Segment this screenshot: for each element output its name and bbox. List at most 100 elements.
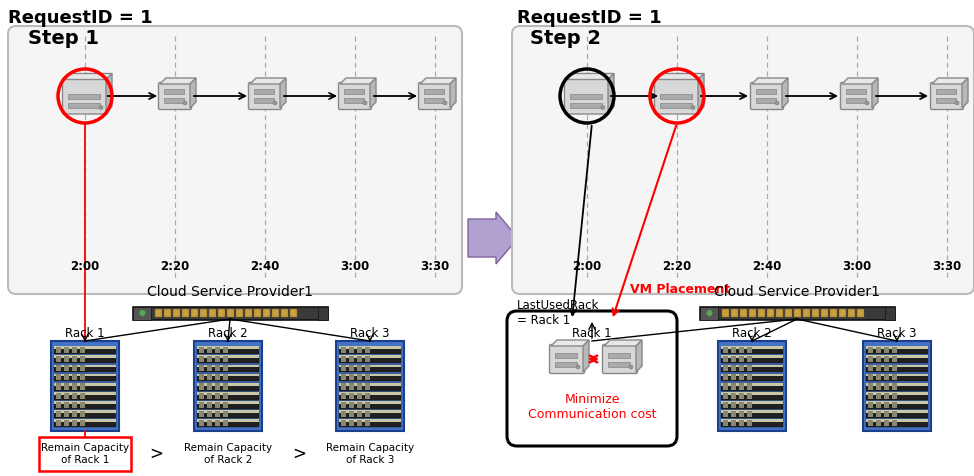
Bar [80, 393, 85, 399]
Bar [699, 307, 894, 320]
Bar [289, 309, 296, 317]
Bar [217, 309, 224, 317]
Text: 2:20: 2:20 [161, 259, 190, 272]
FancyBboxPatch shape [507, 311, 677, 446]
Bar [731, 420, 736, 426]
Bar [72, 411, 77, 417]
Bar [207, 366, 212, 372]
Bar [884, 307, 894, 320]
Bar [739, 393, 744, 399]
Bar [64, 420, 69, 426]
Bar [54, 383, 116, 386]
Bar [132, 307, 327, 320]
Text: 2:40: 2:40 [752, 259, 782, 272]
Polygon shape [450, 79, 456, 109]
Bar [868, 411, 873, 417]
Bar [884, 366, 889, 372]
Bar [72, 375, 77, 381]
Bar [608, 362, 630, 367]
Bar [223, 366, 228, 372]
Bar [207, 347, 212, 353]
Bar [721, 401, 783, 409]
FancyBboxPatch shape [841, 83, 874, 110]
Bar [197, 419, 259, 422]
Text: Rack 2: Rack 2 [208, 327, 247, 339]
Bar [866, 347, 928, 354]
Bar [72, 366, 77, 372]
Bar [54, 347, 116, 349]
Text: Step 1: Step 1 [28, 29, 99, 48]
Text: >: > [292, 444, 306, 462]
Bar [365, 384, 370, 390]
Bar [197, 392, 259, 395]
Bar [56, 402, 61, 408]
Bar [721, 374, 783, 377]
Bar [747, 366, 752, 372]
Bar [197, 347, 259, 349]
FancyBboxPatch shape [62, 79, 107, 115]
Bar [721, 392, 783, 400]
Bar [936, 99, 956, 104]
Text: Rack 3: Rack 3 [351, 327, 390, 339]
Bar [199, 366, 204, 372]
Bar [227, 309, 234, 317]
Bar [868, 347, 873, 353]
Bar [64, 411, 69, 417]
Bar [936, 90, 956, 95]
Bar [80, 402, 85, 408]
Bar [357, 384, 362, 390]
Bar [197, 374, 259, 382]
Polygon shape [420, 79, 456, 85]
Text: 2:40: 2:40 [250, 259, 280, 272]
Bar [341, 384, 346, 390]
Bar [215, 393, 220, 399]
Polygon shape [106, 74, 112, 113]
Text: Minimize
Communication cost: Minimize Communication cost [528, 392, 656, 420]
Bar [215, 366, 220, 372]
Bar [876, 393, 881, 399]
Polygon shape [583, 340, 589, 372]
Bar [876, 420, 881, 426]
Bar [699, 307, 718, 320]
Bar [64, 384, 69, 390]
Bar [718, 341, 786, 431]
FancyBboxPatch shape [512, 27, 974, 294]
Bar [215, 402, 220, 408]
Bar [223, 357, 228, 362]
Bar [847, 309, 854, 317]
Bar [339, 419, 401, 422]
Polygon shape [340, 79, 376, 85]
Bar [339, 365, 401, 373]
Bar [357, 393, 362, 399]
Bar [72, 402, 77, 408]
Bar [254, 99, 274, 104]
Bar [739, 384, 744, 390]
Bar [775, 309, 782, 317]
Text: Remain Capacity
of Rack 1: Remain Capacity of Rack 1 [41, 442, 130, 464]
Bar [207, 411, 212, 417]
Bar [756, 90, 776, 95]
Bar [721, 401, 783, 404]
Bar [56, 384, 61, 390]
Text: Cloud Service Provider1: Cloud Service Provider1 [147, 284, 313, 298]
Bar [199, 420, 204, 426]
Bar [339, 356, 401, 364]
Bar [64, 375, 69, 381]
Bar [892, 420, 897, 426]
Bar [80, 357, 85, 362]
Bar [731, 347, 736, 353]
Bar [721, 419, 783, 427]
Polygon shape [636, 340, 642, 372]
Circle shape [706, 310, 713, 317]
Bar [866, 419, 928, 422]
Bar [51, 341, 119, 431]
Bar [54, 401, 116, 409]
Bar [784, 309, 792, 317]
Bar [54, 347, 116, 354]
FancyBboxPatch shape [930, 83, 963, 110]
Bar [197, 401, 259, 404]
Bar [197, 383, 259, 386]
Polygon shape [190, 79, 196, 109]
Bar [570, 94, 602, 99]
Bar [197, 410, 259, 418]
